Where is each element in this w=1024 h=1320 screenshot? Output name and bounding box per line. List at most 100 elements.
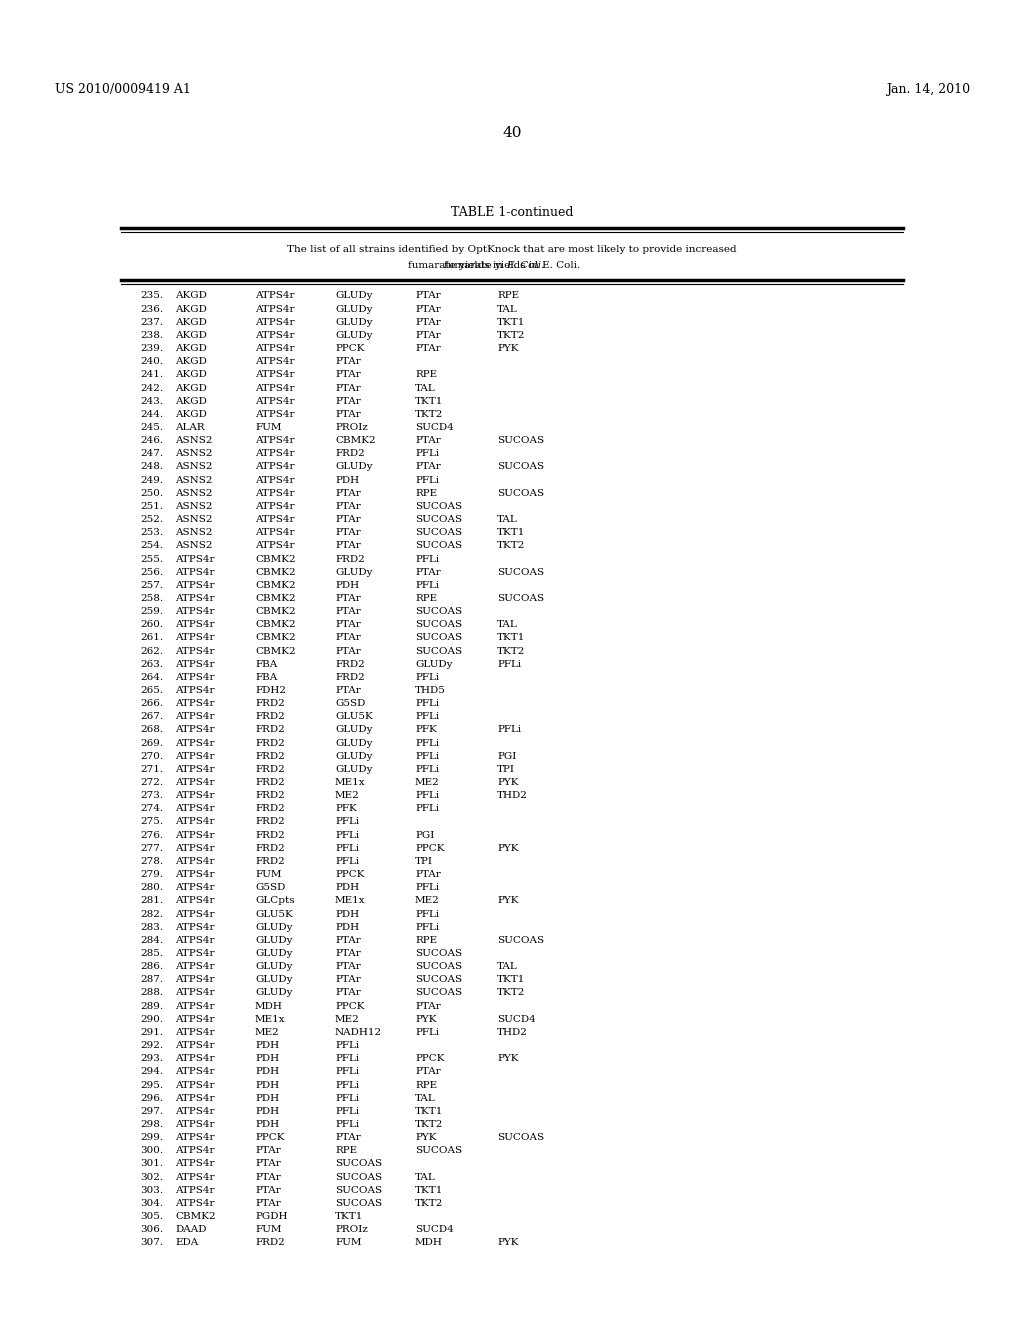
Text: 267.: 267. [140, 713, 163, 721]
Text: 303.: 303. [140, 1185, 163, 1195]
Text: PTAr: PTAr [335, 949, 360, 958]
Text: ATPS4r: ATPS4r [175, 896, 214, 906]
Text: PPCK: PPCK [415, 843, 444, 853]
Text: AKGD: AKGD [175, 292, 207, 301]
Text: ATPS4r: ATPS4r [255, 371, 295, 379]
Text: ATPS4r: ATPS4r [175, 975, 214, 985]
Text: GLUDy: GLUDy [335, 331, 373, 341]
Text: PFLi: PFLi [415, 909, 439, 919]
Text: 272.: 272. [140, 777, 163, 787]
Text: ATPS4r: ATPS4r [255, 331, 295, 341]
Text: PYK: PYK [497, 843, 518, 853]
Text: GLCpts: GLCpts [255, 896, 295, 906]
Text: PFLi: PFLi [415, 791, 439, 800]
Text: TKT2: TKT2 [415, 1199, 443, 1208]
Text: FRD2: FRD2 [255, 817, 285, 826]
Text: TKT1: TKT1 [497, 318, 525, 327]
Text: AKGD: AKGD [175, 358, 207, 366]
Text: PGI: PGI [497, 752, 516, 760]
Text: RPE: RPE [415, 488, 437, 498]
Text: SUCOAS: SUCOAS [415, 989, 462, 998]
Text: SUCOAS: SUCOAS [415, 620, 462, 630]
Text: fumarate yields in: fumarate yields in [408, 260, 506, 269]
Text: SUCOAS: SUCOAS [497, 436, 544, 445]
Text: PFLi: PFLi [335, 817, 359, 826]
Text: PFLi: PFLi [497, 726, 521, 734]
Text: ATPS4r: ATPS4r [175, 962, 214, 972]
Text: ATPS4r: ATPS4r [175, 739, 214, 747]
Text: 240.: 240. [140, 358, 163, 366]
Text: ATPS4r: ATPS4r [175, 989, 214, 998]
Text: 247.: 247. [140, 449, 163, 458]
Text: FUM: FUM [255, 870, 282, 879]
Text: CBMK2: CBMK2 [255, 568, 296, 577]
Text: PPCK: PPCK [335, 345, 365, 354]
Text: MDH: MDH [415, 1238, 442, 1247]
Text: PFLi: PFLi [415, 804, 439, 813]
Text: 291.: 291. [140, 1028, 163, 1038]
Text: ATPS4r: ATPS4r [175, 791, 214, 800]
Text: PFLi: PFLi [415, 475, 439, 484]
Text: PTAr: PTAr [255, 1172, 281, 1181]
Text: PFLi: PFLi [335, 843, 359, 853]
Text: PFLi: PFLi [415, 554, 439, 564]
Text: ATPS4r: ATPS4r [255, 318, 295, 327]
Text: PGDH: PGDH [255, 1212, 288, 1221]
Text: 287.: 287. [140, 975, 163, 985]
Text: THD5: THD5 [415, 686, 445, 696]
Text: 259.: 259. [140, 607, 163, 616]
Text: PTAr: PTAr [415, 345, 440, 354]
Text: 282.: 282. [140, 909, 163, 919]
Text: 276.: 276. [140, 830, 163, 840]
Text: ATPS4r: ATPS4r [255, 515, 295, 524]
Text: TPI: TPI [497, 764, 515, 774]
Text: PFLi: PFLi [415, 1028, 439, 1038]
Text: 263.: 263. [140, 660, 163, 669]
Text: PTAr: PTAr [335, 1133, 360, 1142]
Text: 250.: 250. [140, 488, 163, 498]
Text: 288.: 288. [140, 989, 163, 998]
Text: TKT1: TKT1 [415, 1185, 443, 1195]
Text: GLUDy: GLUDy [415, 660, 453, 669]
Text: ATPS4r: ATPS4r [175, 1055, 214, 1063]
Text: RPE: RPE [415, 1081, 437, 1089]
Text: ASNS2: ASNS2 [175, 462, 213, 471]
Text: ATPS4r: ATPS4r [175, 1002, 214, 1011]
Text: SUCOAS: SUCOAS [335, 1199, 382, 1208]
Text: CBMK2: CBMK2 [175, 1212, 216, 1221]
Text: RPE: RPE [497, 292, 519, 301]
Text: PTAr: PTAr [415, 870, 440, 879]
Text: GLU5K: GLU5K [335, 713, 373, 721]
Text: FRD2: FRD2 [255, 777, 285, 787]
Text: FRD2: FRD2 [255, 700, 285, 708]
Text: FRD2: FRD2 [255, 726, 285, 734]
Text: 40: 40 [502, 125, 522, 140]
Text: ATPS4r: ATPS4r [175, 817, 214, 826]
Text: GLUDy: GLUDy [335, 739, 373, 747]
Text: GLUDy: GLUDy [255, 975, 293, 985]
Text: GLUDy: GLUDy [335, 462, 373, 471]
Text: CBMK2: CBMK2 [335, 436, 376, 445]
Text: 270.: 270. [140, 752, 163, 760]
Text: FRD2: FRD2 [255, 739, 285, 747]
Text: ATPS4r: ATPS4r [255, 345, 295, 354]
Text: US 2010/0009419 A1: US 2010/0009419 A1 [55, 83, 190, 96]
Text: PYK: PYK [415, 1015, 436, 1024]
Text: 294.: 294. [140, 1068, 163, 1076]
Text: PTAr: PTAr [415, 1068, 440, 1076]
Text: ATPS4r: ATPS4r [175, 870, 214, 879]
Text: 269.: 269. [140, 739, 163, 747]
Text: 243.: 243. [140, 397, 163, 405]
Text: PTAr: PTAr [415, 331, 440, 341]
Text: SUCOAS: SUCOAS [497, 936, 544, 945]
Text: PFLi: PFLi [415, 449, 439, 458]
Text: 292.: 292. [140, 1041, 163, 1049]
Text: TKT1: TKT1 [415, 397, 443, 405]
Text: PROIz: PROIz [335, 422, 368, 432]
Text: ATPS4r: ATPS4r [175, 1015, 214, 1024]
Text: 252.: 252. [140, 515, 163, 524]
Text: 266.: 266. [140, 700, 163, 708]
Text: RPE: RPE [415, 936, 437, 945]
Text: AKGD: AKGD [175, 409, 207, 418]
Text: PFLi: PFLi [415, 713, 439, 721]
